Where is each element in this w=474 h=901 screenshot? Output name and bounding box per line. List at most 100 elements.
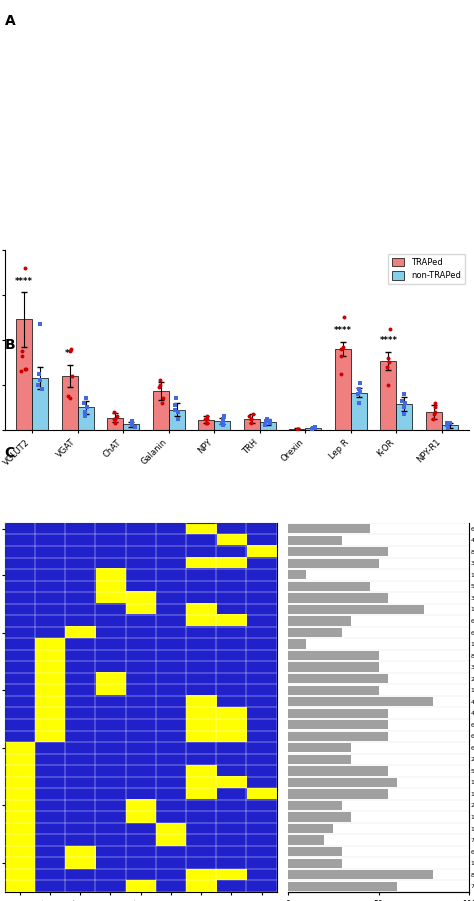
Bar [351,393,367,430]
Bar [288,674,388,683]
Bar [169,410,185,430]
Point [111,412,118,426]
Point [82,409,89,423]
Point [67,391,74,405]
Point [83,400,91,414]
Point [401,396,409,410]
Bar [288,628,342,637]
Point [247,412,255,426]
Bar [305,428,321,430]
Point [429,412,437,426]
Bar [288,766,388,776]
Point [356,385,364,399]
Point [247,412,255,426]
Point [311,419,319,433]
Bar [288,616,351,625]
Point [22,362,29,377]
Point [400,387,408,401]
Point [128,414,136,428]
Point [159,391,166,405]
Point [36,373,44,387]
Text: **: ** [65,349,74,358]
Point [35,378,42,392]
Bar [16,320,32,430]
Point [128,418,136,432]
Text: C: C [5,446,15,460]
Point [219,414,227,428]
Point [267,414,274,428]
Point [431,400,438,414]
Point [247,416,255,431]
Bar [107,417,123,430]
Bar [288,801,342,810]
Point [201,412,209,426]
Point [68,369,75,383]
Point [131,419,139,433]
Point [128,417,136,432]
Bar [288,570,306,579]
Point [158,396,165,410]
Point [385,355,393,369]
Bar [288,535,342,545]
Point [171,398,179,413]
Point [249,407,257,422]
Bar [288,686,379,695]
Point [339,340,346,354]
Bar [288,640,306,649]
Point [401,407,408,422]
Point [246,409,253,423]
Point [337,367,345,381]
Point [67,341,75,356]
Bar [288,870,433,879]
Point [80,396,88,410]
Text: B: B [5,338,15,352]
Point [311,421,319,435]
Point [219,416,226,431]
Text: A: A [5,14,16,28]
Point [444,421,452,435]
Point [295,422,302,436]
Point [114,409,121,423]
Bar [381,361,396,430]
Bar [288,778,397,787]
Point [174,412,182,426]
Bar [288,881,397,891]
Bar [396,404,412,430]
Point [400,400,407,414]
Point [18,344,26,359]
Point [21,260,28,275]
Bar [442,425,458,430]
Bar [260,422,276,430]
Bar [198,420,214,430]
Point [18,349,26,363]
Bar [123,424,139,430]
Bar [288,605,424,614]
Point [111,416,118,431]
Point [263,414,270,428]
Point [431,396,438,410]
Point [203,416,210,431]
Point [398,394,406,408]
Text: ****: **** [379,336,397,345]
Bar [244,419,260,430]
Bar [288,755,351,764]
Point [264,412,271,426]
Point [309,422,316,436]
Bar [214,421,230,430]
Point [110,405,118,419]
Point [110,412,118,426]
Point [64,389,72,404]
Point [444,418,451,432]
Point [203,416,210,431]
Bar [153,390,169,430]
Point [173,391,180,405]
Point [430,407,438,422]
Point [66,344,73,359]
Point [266,416,273,431]
Bar [288,824,333,833]
Point [446,416,454,431]
Point [128,416,136,431]
Text: ****: **** [15,277,33,286]
Point [443,416,451,431]
Point [22,362,29,377]
